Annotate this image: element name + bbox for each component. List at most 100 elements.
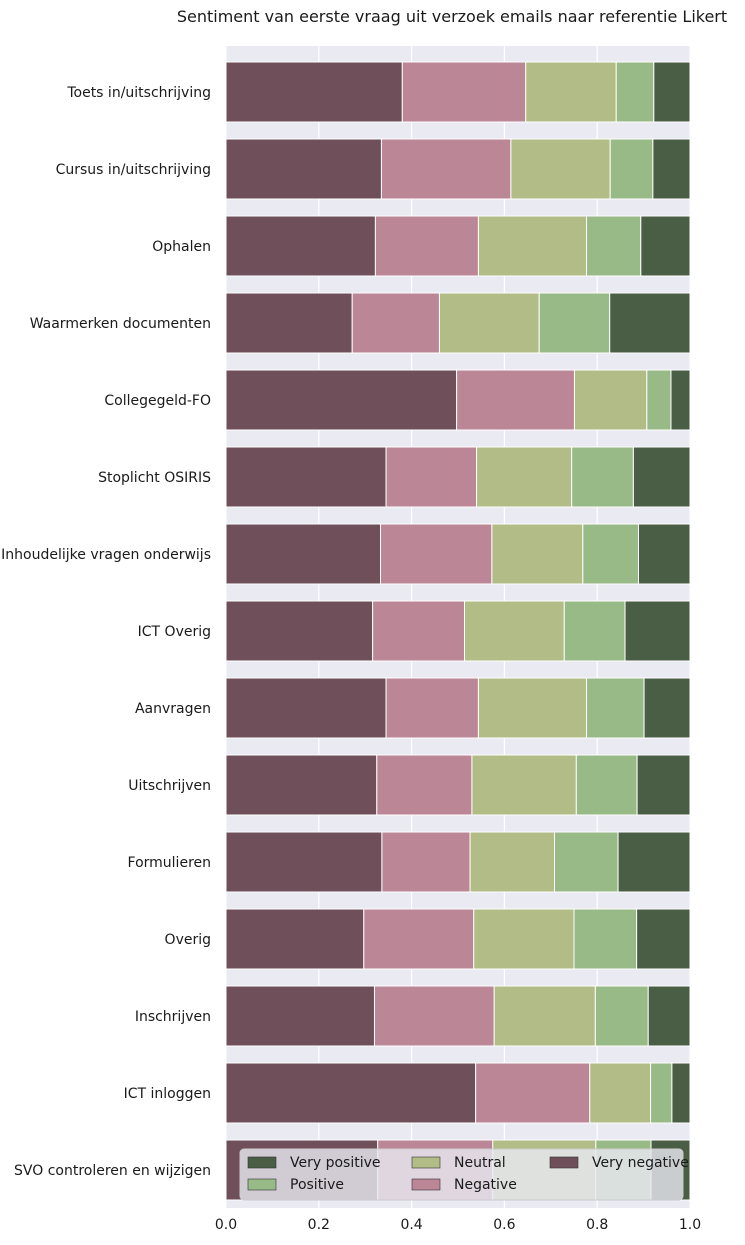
bar-segment [225,446,387,508]
bar-segment [225,831,383,893]
legend-label: Very negative [592,1155,689,1171]
bar-segment [617,831,691,893]
bar-segment [554,831,619,893]
legend-swatch [247,1156,277,1169]
legend-label: Negative [454,1177,517,1193]
bar-segment [477,677,588,739]
bar-segment [525,61,617,123]
category-label: Toets in/uitschrijving [66,85,211,101]
bar-segment [582,523,639,585]
bar-segment [573,369,648,431]
bar-segment [650,1062,673,1124]
bar-segment [491,523,584,585]
legend-swatch [411,1178,441,1191]
bar-segment [632,446,691,508]
bar-segment [624,600,691,662]
bar-segment [401,61,527,123]
legend-swatch [247,1178,277,1191]
bar-segment [538,292,611,354]
bar-segment [476,446,573,508]
bar-segment [653,61,691,123]
legend-label: Very positive [290,1155,381,1171]
category-label: Waarmerken documenten [30,316,211,332]
bar-segment [372,600,465,662]
bar-segment [636,754,691,816]
bar-segment [471,754,577,816]
category-label: Cursus in/uitschrijving [56,162,211,178]
category-label: ICT inloggen [124,1086,211,1102]
bar-segment [589,1062,652,1124]
bar-segment [636,908,691,970]
bar-segment [477,215,588,277]
bar-segment [463,600,565,662]
bar-segment [385,446,478,508]
category-label: Stoplicht OSIRIS [98,470,211,486]
bar-segment [438,292,540,354]
bar-segment [456,369,575,431]
bar-segment [380,138,512,200]
bar-segment [609,138,654,200]
category-label: Uitschrijven [128,778,211,794]
bar-segment [225,369,458,431]
bar-segment [225,908,365,970]
x-tick-label: 0.4 [400,1217,422,1233]
bar-segment [225,754,378,816]
bar-segment [225,600,374,662]
bars [225,61,691,1201]
bar-segment [363,908,475,970]
bar-segment [571,446,634,508]
x-tick-label: 0.0 [215,1217,237,1233]
bar-segment [652,138,691,200]
x-tick-label: 0.2 [308,1217,330,1233]
bar-segment [225,1062,477,1124]
bar-segment [225,61,403,123]
legend-swatch [549,1156,579,1169]
bar-segment [380,523,493,585]
category-label: Collegegeld-FO [104,393,211,409]
bar-segment [225,292,353,354]
bar-segment [609,292,691,354]
bar-segment [573,908,638,970]
bar-segment [563,600,626,662]
bar-segment [671,1062,691,1124]
bar-segment [225,677,387,739]
category-labels: Toets in/uitschrijving Cursus in/uitschri… [1,85,211,1179]
x-tick-label: 0.6 [493,1217,515,1233]
legend-swatch [411,1156,441,1169]
x-tick-label: 1.0 [679,1217,701,1233]
category-label: Aanvragen [135,701,211,717]
bar-segment [640,215,691,277]
bar-segment [637,523,691,585]
legend: Very positive Neutral Very negative Positiv… [239,1148,689,1201]
bar-segment [225,215,376,277]
category-label: Ophalen [152,239,211,255]
bar-segment [351,292,440,354]
category-label: Overig [165,932,211,948]
bar-segment [586,677,645,739]
x-tick-labels: 0.0 0.2 0.4 0.6 0.8 1.0 [215,1217,701,1233]
bar-segment [510,138,611,200]
bar-segment [381,831,471,893]
bar-segment [373,985,495,1047]
x-tick-label: 0.8 [586,1217,608,1233]
legend-label: Positive [290,1177,344,1193]
bar-segment [385,677,479,739]
category-label: Inschrijven [135,1009,211,1025]
bar-segment [575,754,638,816]
bar-segment [670,369,691,431]
category-label: SVO controleren en wijzigen [14,1163,211,1179]
bar-segment [376,754,473,816]
bar-segment [615,61,655,123]
bar-segment [493,985,596,1047]
category-label: ICT Overig [138,624,211,640]
category-label: Formulieren [128,855,211,871]
bar-segment [643,677,691,739]
bar-segment [469,831,556,893]
bar-segment [225,138,382,200]
bar-segment [475,1062,591,1124]
category-label: Inhoudelijke vragen onderwijs [1,547,211,563]
legend-label: Neutral [454,1155,506,1171]
chart-title: Sentiment van eerste vraag uit verzoek e… [177,7,727,26]
bar-segment [647,985,691,1047]
